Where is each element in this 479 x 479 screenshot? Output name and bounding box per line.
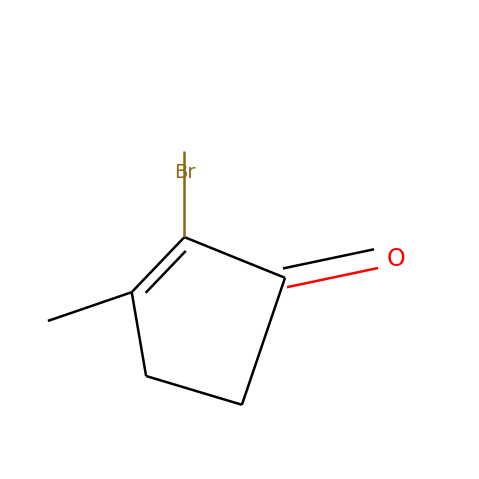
Text: Br: Br	[174, 163, 195, 182]
Text: O: O	[387, 247, 405, 271]
